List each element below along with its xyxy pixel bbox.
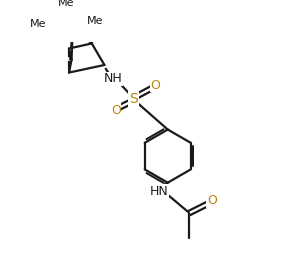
Text: O: O: [207, 194, 217, 207]
Text: O: O: [150, 79, 160, 92]
Text: S: S: [129, 92, 138, 106]
Text: Me: Me: [87, 16, 104, 26]
Text: NH: NH: [104, 72, 123, 85]
Text: O: O: [111, 104, 121, 117]
Text: Me: Me: [58, 0, 75, 8]
Text: Me: Me: [30, 20, 46, 30]
Text: HN: HN: [149, 185, 168, 198]
